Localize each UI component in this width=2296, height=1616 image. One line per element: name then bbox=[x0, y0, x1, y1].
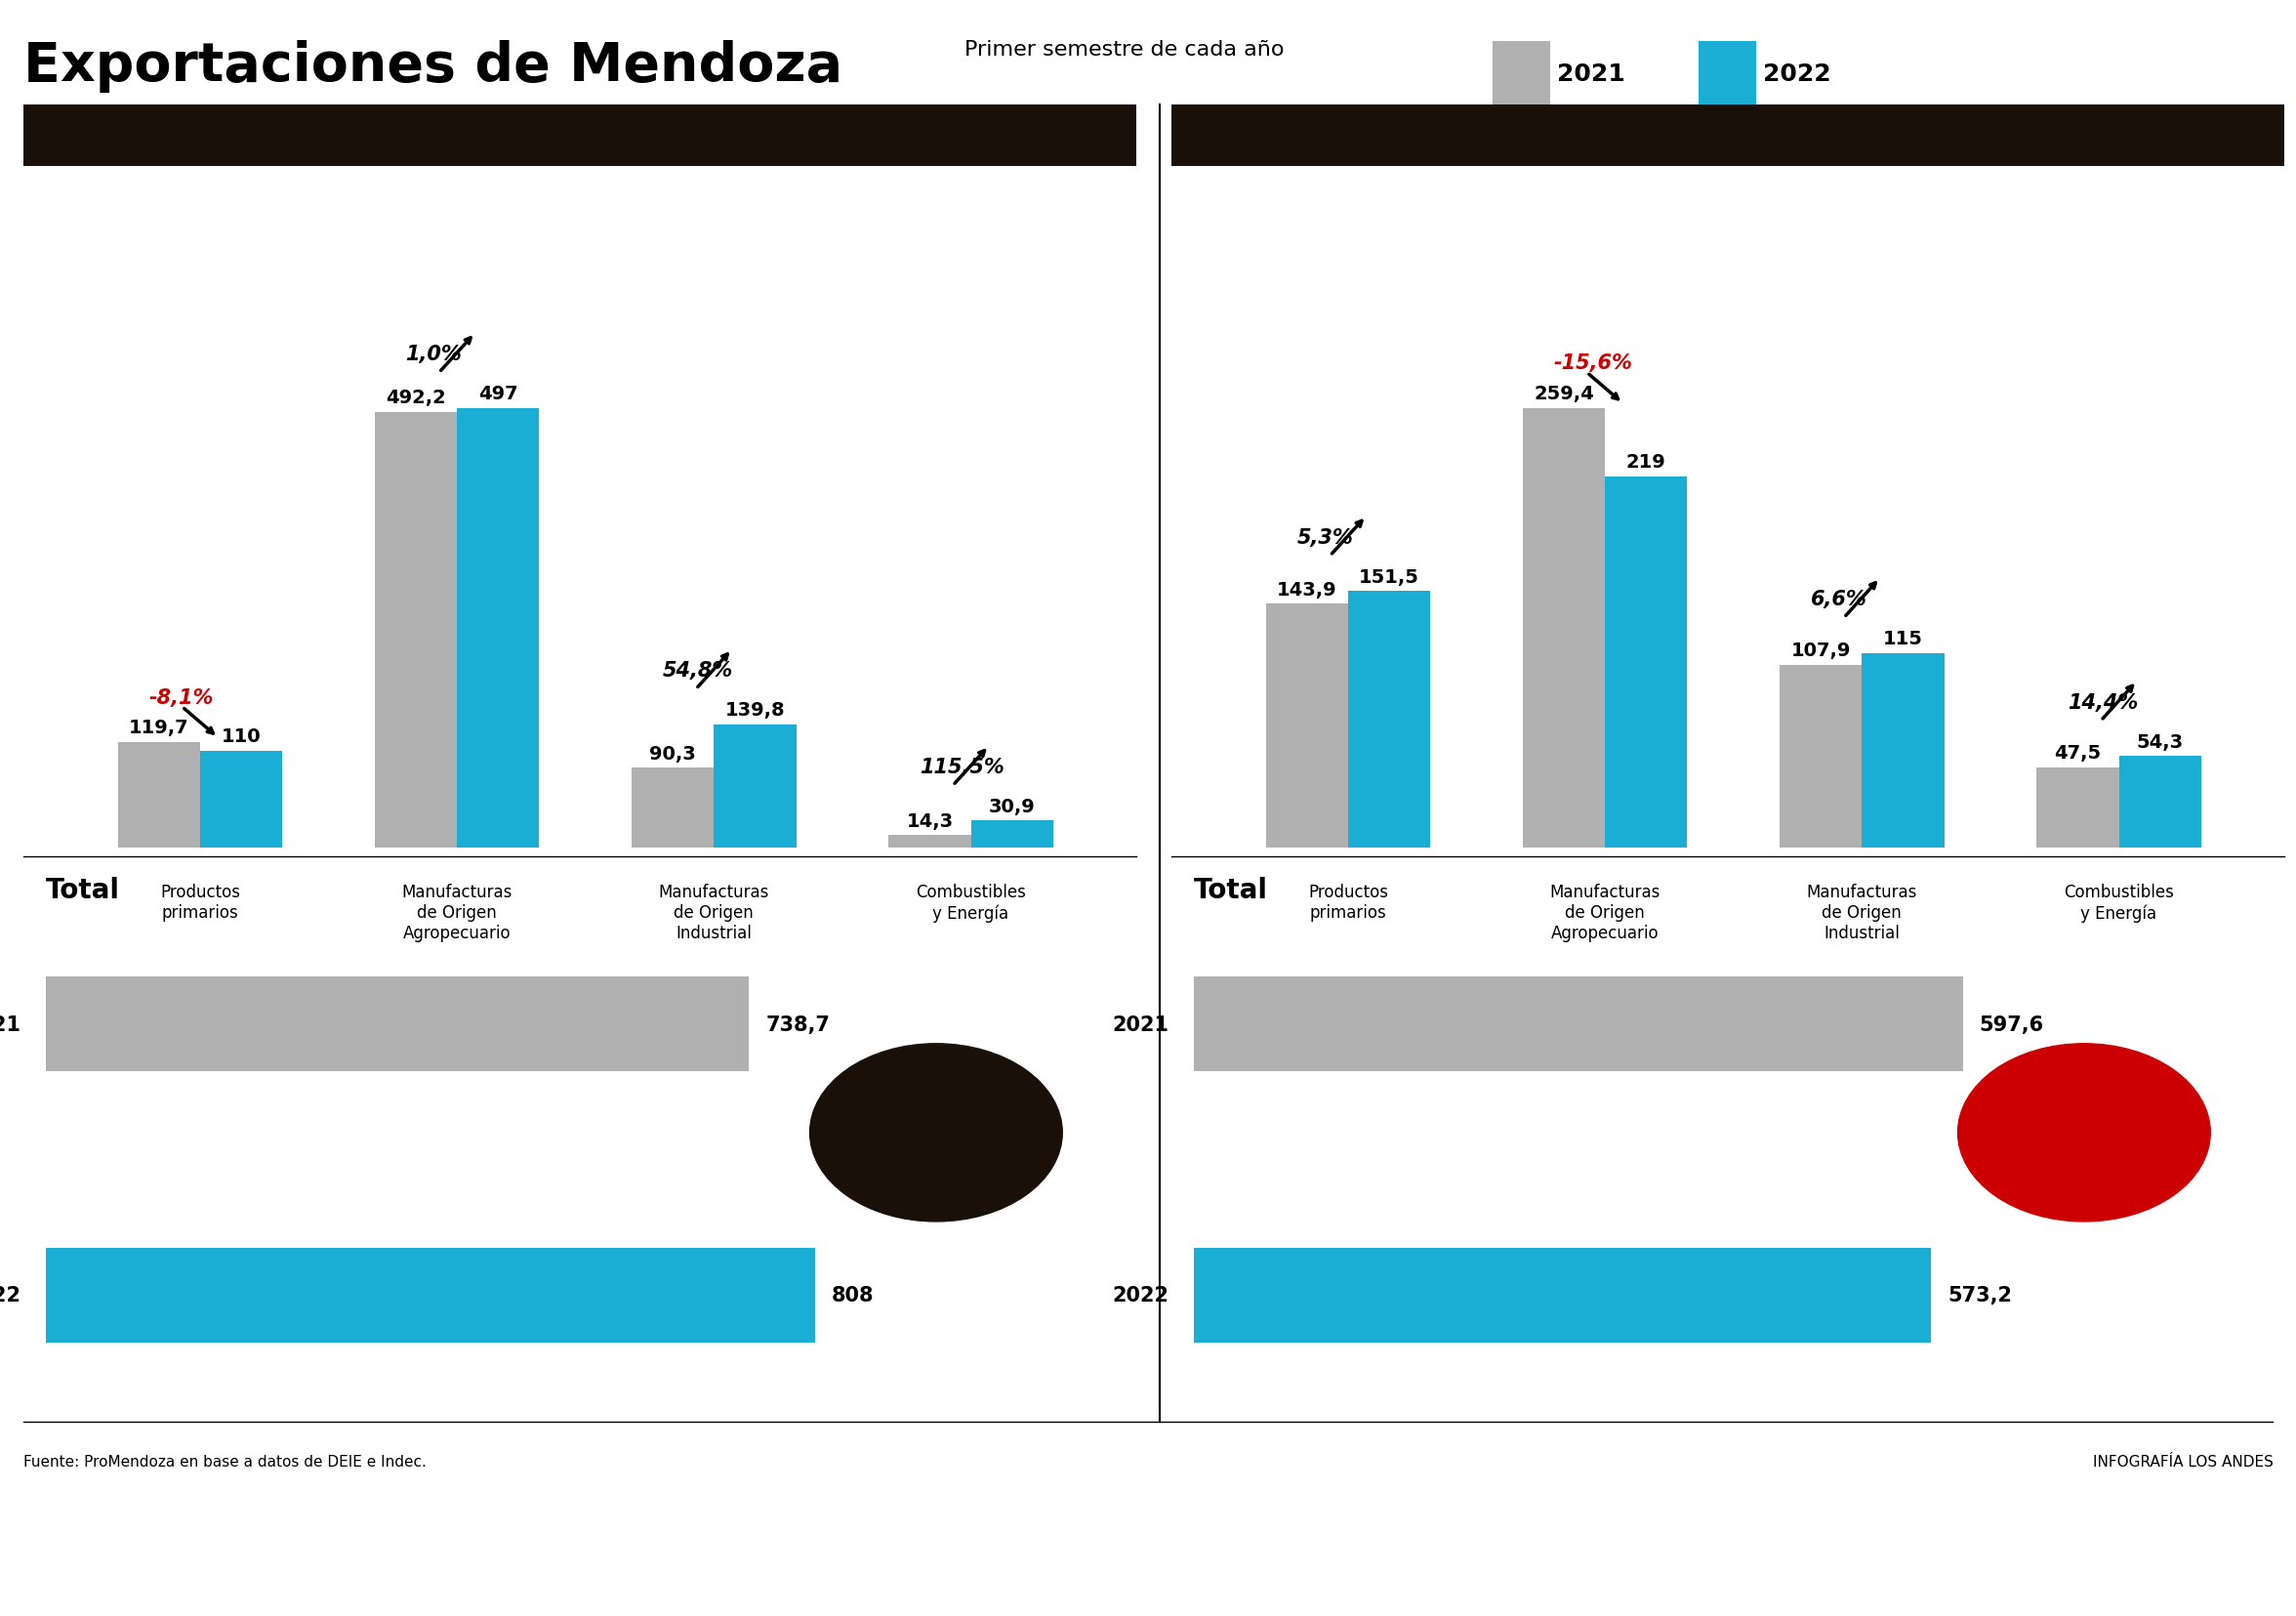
Bar bbox=[374, 412, 457, 848]
FancyBboxPatch shape bbox=[1699, 42, 1756, 107]
Bar bbox=[1862, 653, 1945, 848]
Text: Fuente: ProMendoza en base a datos de DEIE e Indec.: Fuente: ProMendoza en base a datos de DE… bbox=[23, 1454, 427, 1469]
Text: 597,6: 597,6 bbox=[1979, 1015, 2043, 1034]
Text: -15,6%: -15,6% bbox=[1554, 354, 1632, 373]
Text: Variación:: Variación: bbox=[893, 1096, 978, 1112]
Bar bbox=[2037, 768, 2119, 848]
Text: 115,5%: 115,5% bbox=[918, 758, 1003, 777]
Bar bbox=[200, 751, 282, 848]
Text: 107,9: 107,9 bbox=[1791, 642, 1851, 659]
Text: 2022: 2022 bbox=[1763, 63, 1832, 86]
Bar bbox=[117, 742, 200, 848]
Text: 139,8: 139,8 bbox=[726, 701, 785, 719]
Text: Total: Total bbox=[46, 876, 119, 903]
Text: 90,3: 90,3 bbox=[650, 745, 696, 763]
Text: Manufacturas
de Origen
Agropecuario: Manufacturas de Origen Agropecuario bbox=[1550, 884, 1660, 942]
Text: 2021: 2021 bbox=[1111, 1015, 1169, 1034]
Bar bbox=[1605, 477, 1688, 848]
Text: -4,1%: -4,1% bbox=[2048, 1151, 2122, 1173]
Text: 6,6%: 6,6% bbox=[1812, 590, 1867, 609]
Text: 54,3: 54,3 bbox=[2138, 732, 2183, 751]
FancyBboxPatch shape bbox=[1492, 42, 1550, 107]
Text: 110: 110 bbox=[220, 727, 262, 745]
Circle shape bbox=[810, 1044, 1063, 1222]
Bar bbox=[1522, 409, 1605, 848]
Bar bbox=[1265, 604, 1348, 848]
Text: 9,4%: 9,4% bbox=[905, 1151, 969, 1173]
Bar bbox=[1348, 591, 1430, 848]
Text: 219: 219 bbox=[1626, 452, 1667, 472]
Text: 151,5: 151,5 bbox=[1359, 567, 1419, 587]
Text: Primer semestre de cada año: Primer semestre de cada año bbox=[964, 40, 1283, 60]
Text: 808: 808 bbox=[831, 1285, 875, 1304]
Text: 497: 497 bbox=[478, 385, 519, 402]
Text: INFOGRAFÍA LOS ANDES: INFOGRAFÍA LOS ANDES bbox=[2092, 1454, 2273, 1469]
Text: Manufacturas
de Origen
Agropecuario: Manufacturas de Origen Agropecuario bbox=[402, 884, 512, 942]
Text: 2022: 2022 bbox=[0, 1285, 21, 1304]
Bar bbox=[2119, 756, 2202, 848]
Text: 1,0%: 1,0% bbox=[406, 344, 461, 365]
Text: 573,2: 573,2 bbox=[1949, 1285, 2014, 1304]
Text: Variación:: Variación: bbox=[2041, 1096, 2126, 1112]
Text: -8,1%: -8,1% bbox=[149, 688, 214, 708]
Bar bbox=[46, 1248, 815, 1343]
Text: 2021: 2021 bbox=[0, 1015, 21, 1034]
Text: 115: 115 bbox=[1883, 630, 1924, 648]
Circle shape bbox=[1958, 1044, 2211, 1222]
Text: 47,5: 47,5 bbox=[2055, 743, 2101, 763]
Text: Productos
primarios: Productos primarios bbox=[1309, 884, 1389, 921]
Bar bbox=[631, 769, 714, 848]
Text: Productos
primarios: Productos primarios bbox=[161, 884, 241, 921]
Text: 5,3%: 5,3% bbox=[1297, 528, 1352, 548]
Text: Manufacturas
de Origen
Industrial: Manufacturas de Origen Industrial bbox=[1807, 884, 1917, 942]
Text: 30,9: 30,9 bbox=[990, 797, 1035, 816]
Bar bbox=[457, 409, 540, 848]
Text: 492,2: 492,2 bbox=[386, 389, 445, 407]
Bar bbox=[1194, 1248, 1931, 1343]
Bar bbox=[714, 724, 797, 848]
FancyBboxPatch shape bbox=[23, 105, 1137, 166]
Text: 2022: 2022 bbox=[1111, 1285, 1169, 1304]
Text: Combustibles
y Energía: Combustibles y Energía bbox=[2064, 884, 2174, 923]
Text: En millones de kilogramos: En millones de kilogramos bbox=[1527, 123, 1929, 149]
Text: 738,7: 738,7 bbox=[765, 1015, 829, 1034]
Text: 2021: 2021 bbox=[1557, 63, 1626, 86]
Text: Combustibles
y Energía: Combustibles y Energía bbox=[916, 884, 1026, 923]
Text: 54,8%: 54,8% bbox=[664, 661, 732, 680]
Text: Manufacturas
de Origen
Industrial: Manufacturas de Origen Industrial bbox=[659, 884, 769, 942]
Text: 259,4: 259,4 bbox=[1534, 385, 1593, 402]
Text: 14,4%: 14,4% bbox=[2066, 693, 2138, 713]
Bar bbox=[1779, 666, 1862, 848]
Text: 119,7: 119,7 bbox=[129, 719, 188, 737]
Bar bbox=[1194, 978, 1963, 1071]
Bar bbox=[46, 978, 748, 1071]
Text: En millones de dólares FOB: En millones de dólares FOB bbox=[372, 123, 788, 149]
Text: Exportaciones de Mendoza: Exportaciones de Mendoza bbox=[23, 40, 843, 94]
Bar bbox=[971, 821, 1054, 848]
Text: 143,9: 143,9 bbox=[1277, 580, 1336, 600]
Text: 14,3: 14,3 bbox=[907, 811, 953, 831]
FancyBboxPatch shape bbox=[1171, 105, 2285, 166]
Text: Total: Total bbox=[1194, 876, 1267, 903]
Bar bbox=[889, 835, 971, 848]
